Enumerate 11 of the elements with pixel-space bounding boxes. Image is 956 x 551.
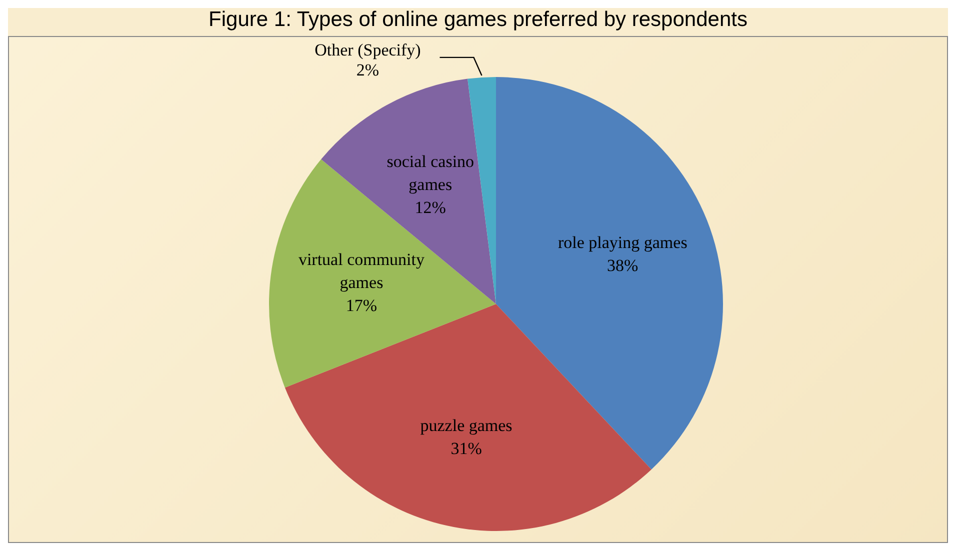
slice-label: social casino games <box>386 152 474 194</box>
slice-label: role playing games <box>558 232 688 252</box>
data-label: 31% <box>450 438 482 458</box>
data-label: 17% <box>346 296 378 316</box>
slice-label: virtual community games <box>298 250 425 292</box>
data-label: 38% <box>607 256 638 275</box>
data-label: 2% <box>356 60 380 80</box>
slice-label: puzzle games <box>420 416 512 435</box>
slice-label: Other (Specify) <box>314 40 421 60</box>
data-label: 12% <box>414 198 446 218</box>
chart-title: Figure 1: Types of online games preferred by respondents <box>208 8 748 32</box>
